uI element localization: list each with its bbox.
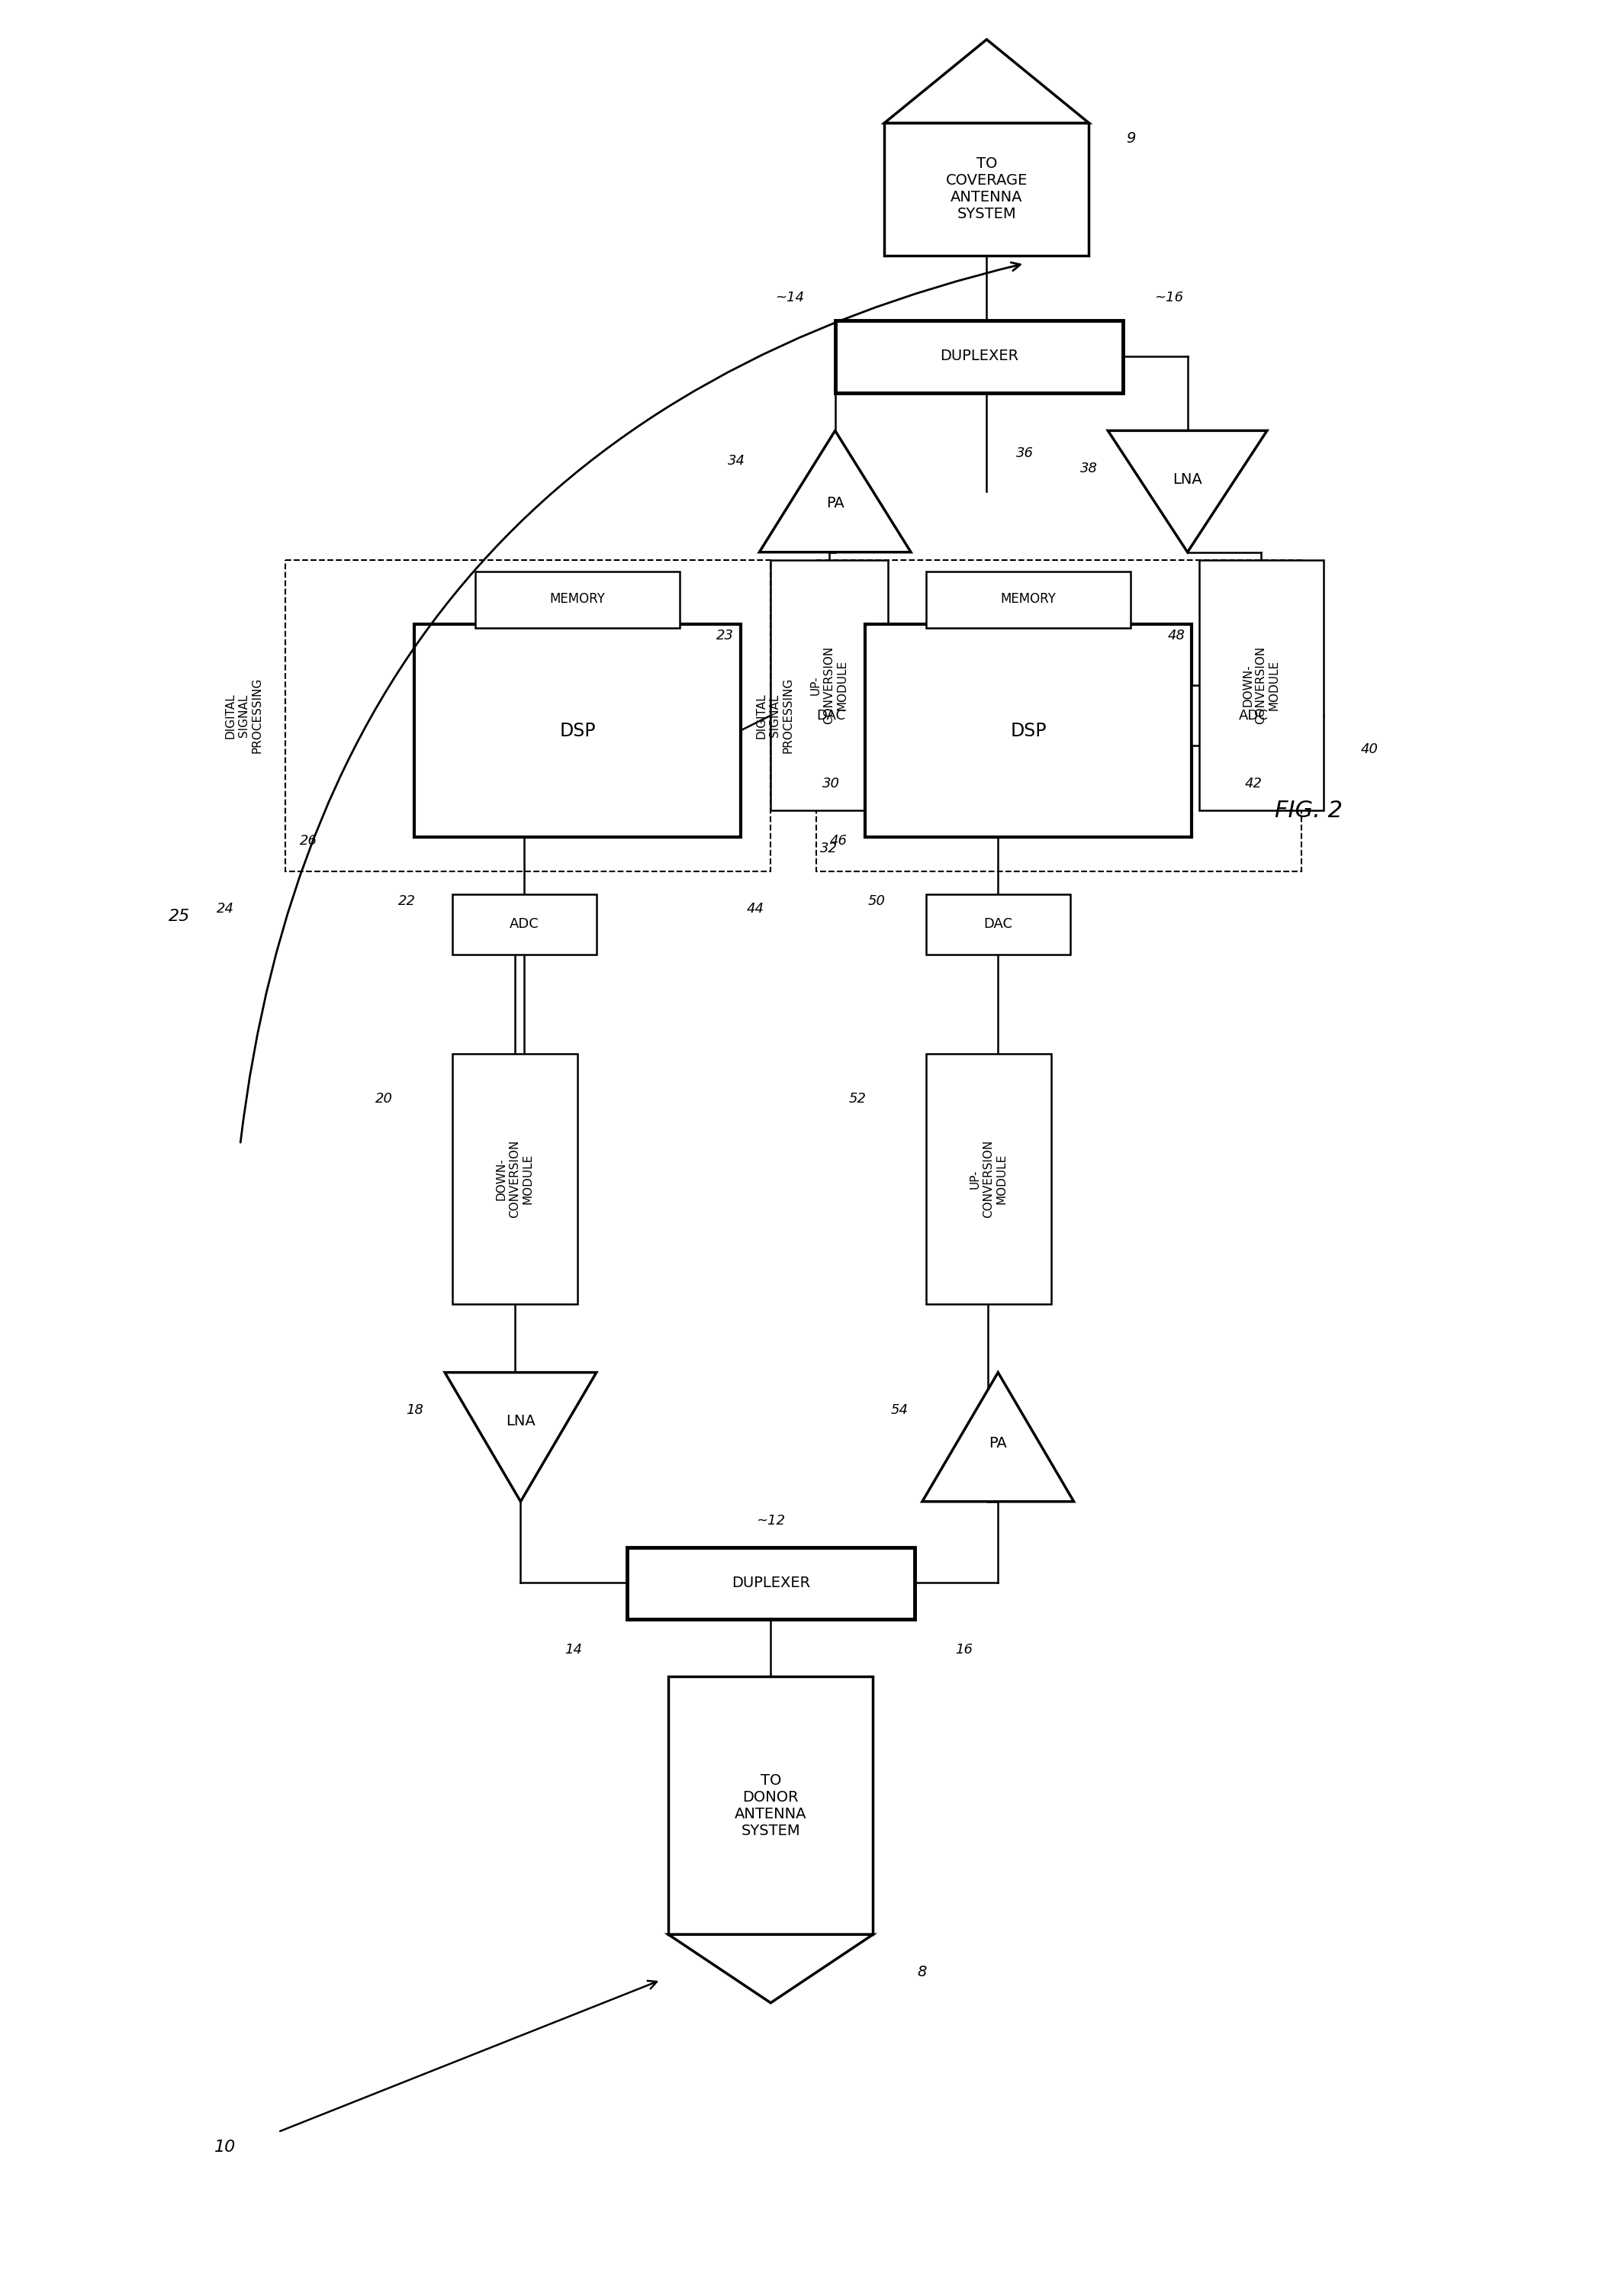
Text: 40: 40 <box>1360 744 1378 755</box>
Text: DOWN-
CONVERSION
MODULE: DOWN- CONVERSION MODULE <box>495 1139 533 1217</box>
Polygon shape <box>1109 432 1267 551</box>
Text: 46: 46 <box>830 833 847 847</box>
Text: TO
DONOR
ANTENNA
SYSTEM: TO DONOR ANTENNA SYSTEM <box>735 1773 807 1837</box>
Text: UP-
CONVERSION
MODULE: UP- CONVERSION MODULE <box>811 645 847 723</box>
Polygon shape <box>759 432 912 551</box>
Bar <box>415 625 740 838</box>
Bar <box>626 1548 915 1619</box>
Text: DAC: DAC <box>817 709 846 723</box>
Text: DIGITAL
SIGNAL
PROCESSING: DIGITAL SIGNAL PROCESSING <box>756 677 793 753</box>
Bar <box>1192 684 1317 746</box>
Bar <box>884 124 1089 255</box>
Text: DAC: DAC <box>984 918 1012 932</box>
Bar <box>835 321 1123 393</box>
Text: 14: 14 <box>566 1644 583 1655</box>
Text: 20: 20 <box>375 1093 392 1107</box>
Bar <box>285 560 771 870</box>
Text: 38: 38 <box>1080 461 1097 475</box>
Text: PA: PA <box>827 496 844 510</box>
Text: ~12: ~12 <box>756 1513 785 1527</box>
Text: 54: 54 <box>891 1403 908 1417</box>
Text: LNA: LNA <box>506 1414 535 1428</box>
Bar <box>1198 560 1323 810</box>
Text: 50: 50 <box>868 895 886 909</box>
Text: ~16: ~16 <box>1153 292 1184 305</box>
Text: 44: 44 <box>747 902 764 916</box>
Bar <box>476 572 679 629</box>
Text: ADC: ADC <box>509 918 540 932</box>
Bar <box>926 572 1131 629</box>
Text: DOWN-
CONVERSION
MODULE: DOWN- CONVERSION MODULE <box>1242 645 1280 723</box>
Text: DUPLEXER: DUPLEXER <box>940 349 1019 363</box>
Text: DUPLEXER: DUPLEXER <box>732 1575 811 1591</box>
Bar <box>452 1054 577 1304</box>
Text: 10: 10 <box>215 2140 235 2154</box>
Text: 48: 48 <box>1168 629 1185 643</box>
Text: 34: 34 <box>727 455 745 468</box>
Text: 32: 32 <box>820 843 838 854</box>
Bar <box>668 1676 873 1936</box>
Text: 26: 26 <box>300 833 317 847</box>
Text: LNA: LNA <box>1173 473 1202 487</box>
Text: FIG. 2: FIG. 2 <box>1275 799 1342 822</box>
Text: 42: 42 <box>1245 776 1262 790</box>
FancyArrowPatch shape <box>240 262 1020 1143</box>
Bar <box>771 560 888 810</box>
Text: UP-
CONVERSION
MODULE: UP- CONVERSION MODULE <box>969 1139 1008 1217</box>
Text: MEMORY: MEMORY <box>549 592 606 606</box>
Polygon shape <box>884 39 1089 124</box>
Bar <box>865 625 1192 838</box>
Text: 25: 25 <box>168 909 191 925</box>
Text: DIGITAL
SIGNAL
PROCESSING: DIGITAL SIGNAL PROCESSING <box>224 677 263 753</box>
Text: 30: 30 <box>822 776 839 790</box>
Text: TO
COVERAGE
ANTENNA
SYSTEM: TO COVERAGE ANTENNA SYSTEM <box>945 156 1027 220</box>
Bar <box>815 560 1301 870</box>
Bar <box>926 893 1070 955</box>
Text: ADC: ADC <box>1238 709 1269 723</box>
Text: 9: 9 <box>1126 131 1136 145</box>
Text: DSP: DSP <box>1011 721 1046 739</box>
Text: MEMORY: MEMORY <box>1001 592 1056 606</box>
Text: DSP: DSP <box>559 721 596 739</box>
Text: 52: 52 <box>849 1093 867 1107</box>
Text: 16: 16 <box>955 1644 972 1655</box>
Text: 24: 24 <box>216 902 234 916</box>
Text: 23: 23 <box>716 629 734 643</box>
Polygon shape <box>445 1373 596 1502</box>
Bar <box>452 893 596 955</box>
Polygon shape <box>923 1373 1073 1502</box>
Polygon shape <box>668 1936 873 2002</box>
Bar <box>926 1054 1051 1304</box>
Text: 8: 8 <box>918 1965 928 1979</box>
Text: 18: 18 <box>405 1403 423 1417</box>
Text: 36: 36 <box>1016 445 1033 459</box>
Text: ~14: ~14 <box>775 292 804 305</box>
Text: 22: 22 <box>399 895 415 909</box>
Text: PA: PA <box>988 1437 1008 1451</box>
Bar <box>771 684 892 746</box>
